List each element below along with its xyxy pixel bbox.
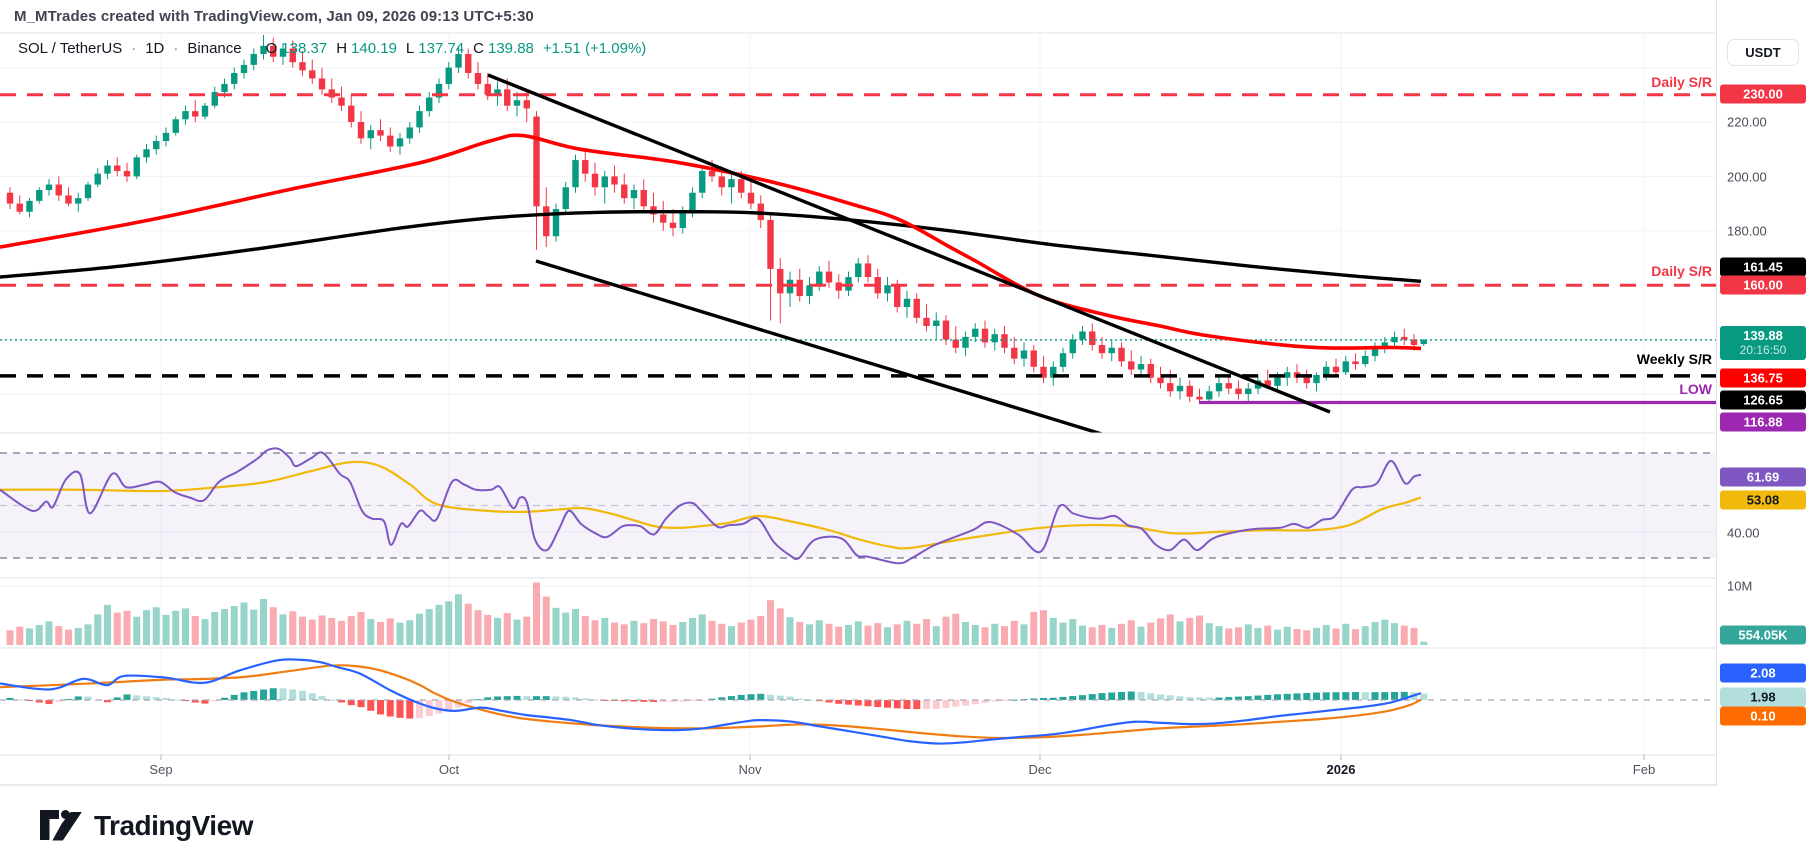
open-label: O xyxy=(265,40,278,57)
tradingview-logo-icon xyxy=(40,810,82,841)
volume-badge: 554.05K xyxy=(1720,625,1806,645)
change-value: +1.51 (+1.09%) xyxy=(542,40,647,57)
rsi-ma-line xyxy=(0,460,1422,550)
rsi-line xyxy=(0,447,1422,565)
price-badge-160: 160.00 xyxy=(1720,275,1806,295)
price-badge-126: 126.65 xyxy=(1720,390,1806,410)
high-label: H xyxy=(336,40,348,57)
interval-label[interactable]: 1D xyxy=(145,40,165,57)
macd-badge-hist: 1.98 xyxy=(1720,687,1806,707)
volume-pane[interactable] xyxy=(6,582,1428,645)
red-ma-line[interactable] xyxy=(0,133,1422,351)
price-badge-close: 139.88 20:16:50 xyxy=(1720,326,1806,360)
price-badge-230: 230.00 xyxy=(1720,84,1806,104)
time-axis-label-nov: Nov xyxy=(738,762,762,777)
price-badge-116: 116.88 xyxy=(1720,412,1806,432)
macd-signal-line xyxy=(0,664,1422,740)
price-label-180: 180.00 xyxy=(1727,223,1767,239)
close-value: 139.88 xyxy=(488,40,534,57)
rsi-badge-ma: 53.08 xyxy=(1720,490,1806,510)
symbol-name[interactable]: SOL / TetherUS xyxy=(18,40,123,57)
price-badge-136: 136.75 xyxy=(1720,368,1806,388)
black-ma-line[interactable] xyxy=(0,209,1422,283)
logo-text: TradingView xyxy=(94,810,253,841)
macd-badge-macd: 2.08 xyxy=(1720,663,1806,683)
volume-label-10m: 10M xyxy=(1727,578,1753,594)
open-value: 138.37 xyxy=(281,40,328,57)
time-axis-label-feb: Feb xyxy=(1632,762,1656,777)
pane-borders xyxy=(0,32,1716,786)
tradingview-logo[interactable]: TradingView xyxy=(40,810,253,842)
price-label-220: 220.00 xyxy=(1727,114,1767,130)
candlestick-series xyxy=(6,34,1427,403)
sr-lines[interactable] xyxy=(0,93,1716,405)
price-label-200: 200.00 xyxy=(1727,169,1767,185)
exchange-label[interactable]: Binance xyxy=(187,40,242,57)
low-label: L xyxy=(405,40,415,57)
weekly-sr-label: Weekly S/R xyxy=(1636,351,1712,367)
currency-toggle-button[interactable]: USDT xyxy=(1727,39,1799,66)
watermark-text: M_MTrades created with TradingView.com, … xyxy=(14,8,534,25)
macd-badge-signal: 0.10 xyxy=(1720,706,1806,726)
close-label: C xyxy=(473,40,484,57)
upper_descending-trendline[interactable] xyxy=(487,73,1331,414)
price-scale-axis[interactable]: 230.00 220.00 200.00 180.00 161.45 160.00 139.… xyxy=(1716,0,1814,786)
rsi-pane[interactable] xyxy=(0,447,1716,565)
time-axis-label-oct: Oct xyxy=(438,762,460,777)
daily-sr-label-top: Daily S/R xyxy=(1651,74,1712,90)
time-axis-label-2026: 2026 xyxy=(1326,762,1356,777)
lower_descending-trendline[interactable] xyxy=(535,259,1105,435)
macd-pane[interactable] xyxy=(0,658,1716,745)
rsi-badge-value: 61.69 xyxy=(1720,467,1806,487)
macd-line xyxy=(0,658,1422,745)
low-value: 137.74 xyxy=(418,40,465,57)
price-pane[interactable] xyxy=(0,34,1716,435)
low-label: LOW xyxy=(1679,381,1712,397)
gridlines xyxy=(0,33,1716,755)
time-axis-label-sep: Sep xyxy=(149,762,173,777)
time-axis-label-dec: Dec xyxy=(1028,762,1052,777)
rsi-label-40: 40.00 xyxy=(1727,525,1760,541)
price-badge-161: 161.45 xyxy=(1720,257,1806,277)
high-value: 140.19 xyxy=(351,40,397,57)
daily-sr-label-mid: Daily S/R xyxy=(1651,263,1712,279)
chart-canvas[interactable] xyxy=(0,0,1716,786)
